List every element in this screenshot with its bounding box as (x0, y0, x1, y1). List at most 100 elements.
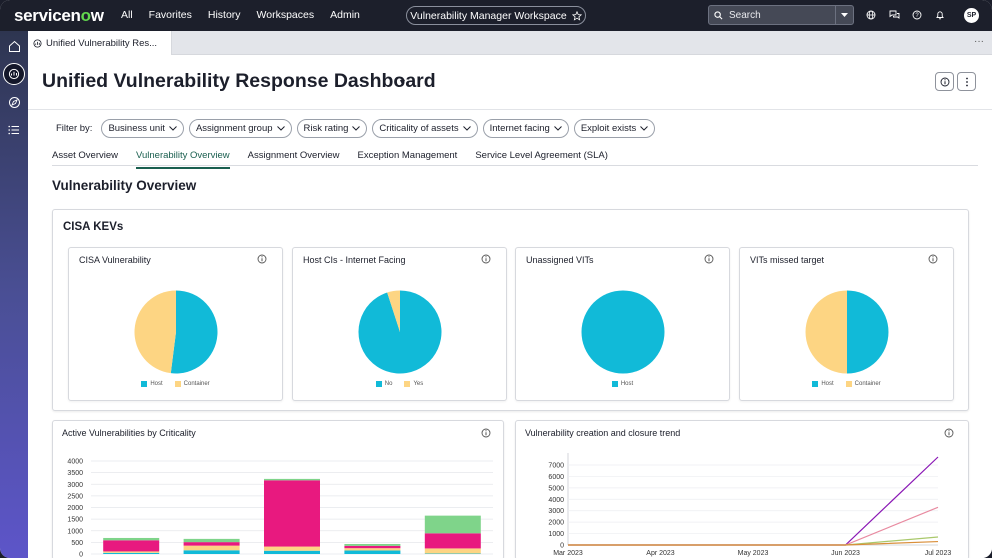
chevron-down-icon (169, 126, 177, 131)
bar-segment[interactable] (424, 533, 481, 549)
series-line[interactable] (568, 506, 939, 546)
pie-slice-host[interactable] (847, 290, 889, 374)
tab-asset-overview[interactable]: Asset Overview (52, 150, 118, 161)
chevron-down-icon (352, 126, 361, 131)
global-search[interactable]: Search (708, 5, 854, 25)
workspace-name: Vulnerability Manager Workspace (410, 9, 567, 22)
chart-legend: Host Container (740, 381, 953, 387)
header-divider (28, 109, 992, 110)
dashboard-icon[interactable] (3, 63, 25, 85)
pie-slice-host[interactable] (170, 290, 218, 374)
legend-item[interactable]: Container (845, 381, 881, 387)
chevron-down-icon[interactable]: ▼ (398, 77, 407, 87)
bar-segment[interactable] (103, 540, 160, 552)
filter-internet-facing[interactable]: Internet facing (482, 119, 569, 138)
avatar[interactable]: SP (964, 8, 979, 23)
info-button[interactable] (935, 72, 954, 91)
series-line[interactable] (568, 456, 939, 546)
y-tick-label: 3000 (67, 482, 83, 489)
y-tick-label: 1000 (67, 528, 83, 535)
home-icon[interactable] (4, 36, 24, 56)
info-icon[interactable] (481, 428, 491, 438)
filter-bar: Filter by: Business unit Assignment grou… (56, 119, 656, 138)
bar-segment[interactable] (183, 542, 240, 546)
bar-segment[interactable] (344, 545, 401, 549)
bar-segment[interactable] (264, 478, 320, 481)
chevron-down-icon[interactable] (835, 6, 853, 24)
bar-segment[interactable] (183, 545, 240, 551)
compass-icon[interactable] (4, 92, 24, 112)
info-icon[interactable] (704, 254, 714, 264)
filter-criticality[interactable]: Criticality of assets (372, 119, 478, 138)
bar-segment[interactable] (103, 552, 160, 554)
star-icon[interactable] (571, 10, 582, 21)
pie-slice-container[interactable] (134, 290, 176, 374)
trend-panel: Vulnerability creation and closure trend… (515, 420, 969, 558)
tab-assignment-overview[interactable]: Assignment Overview (247, 150, 340, 161)
tab-sla[interactable]: Service Level Agreement (SLA) (475, 150, 608, 161)
search-input[interactable]: Search (729, 9, 761, 21)
pie-slice-container[interactable] (805, 290, 847, 374)
y-tick-label: 1500 (67, 517, 83, 524)
nav-history[interactable]: History (207, 9, 241, 21)
workspace-switcher[interactable]: Vulnerability Manager Workspace (406, 6, 586, 25)
bar-segment[interactable] (264, 480, 320, 547)
globe-icon[interactable] (864, 8, 878, 22)
info-icon[interactable] (481, 254, 491, 264)
legend-item[interactable]: No (375, 381, 392, 387)
bar-segment[interactable] (183, 538, 240, 543)
tab-exception-management[interactable]: Exception Management (357, 150, 458, 161)
tab-unified-dashboard[interactable]: Unified Vulnerability Res... (28, 31, 172, 55)
tab-vulnerability-overview[interactable]: Vulnerability Overview (136, 145, 230, 169)
section-title: Vulnerability Overview (52, 178, 197, 193)
filter-assignment-group[interactable]: Assignment group (188, 119, 292, 138)
legend-item[interactable]: Host (141, 381, 163, 387)
bar-segment[interactable] (103, 537, 160, 541)
bar-segment[interactable] (344, 544, 401, 546)
y-tick-label: 2000 (548, 520, 564, 527)
bell-icon[interactable] (933, 8, 947, 22)
legend-item[interactable]: Host (812, 381, 834, 387)
filter-risk-rating[interactable]: Risk rating (296, 119, 368, 138)
legend-item[interactable]: Container (174, 381, 210, 387)
chat-icon[interactable] (887, 8, 901, 22)
legend-swatch (812, 381, 819, 387)
bar-segment[interactable] (103, 551, 160, 553)
nav-workspaces[interactable]: Workspaces (256, 9, 315, 21)
legend-item[interactable]: Yes (404, 381, 423, 387)
info-icon[interactable] (944, 428, 954, 438)
card-title: Host CIs - Internet Facing (303, 255, 406, 265)
main-content: Unified Vulnerability Response Dashboard… (28, 55, 992, 558)
pie-slice-host[interactable] (581, 290, 665, 374)
legend-swatch (141, 381, 148, 387)
legend-item[interactable]: Host (611, 381, 633, 387)
info-icon[interactable] (928, 254, 938, 264)
series-line[interactable] (568, 540, 939, 546)
pie-slice-yes[interactable] (387, 290, 400, 333)
help-icon[interactable]: ? (910, 8, 924, 22)
card-cisa-vulnerability: CISA Vulnerability Host Container (68, 247, 283, 401)
filter-exploit-exists[interactable]: Exploit exists (573, 119, 656, 138)
servicenow-logo[interactable]: servicenow (14, 6, 104, 25)
more-icon[interactable]: ··· (974, 36, 984, 47)
bar-segment[interactable] (424, 548, 481, 554)
dashboard-tabs: Asset Overview Vulnerability Overview As… (52, 145, 626, 169)
bar-segment[interactable] (264, 546, 320, 551)
nav-all[interactable]: All (121, 9, 133, 21)
chart-legend: No Yes (293, 381, 506, 387)
filter-business-unit[interactable]: Business unit (101, 119, 184, 138)
bar-segment[interactable] (183, 550, 240, 554)
nav-favorites[interactable]: Favorites (148, 9, 192, 21)
bar-segment[interactable] (344, 548, 401, 551)
list-icon[interactable] (4, 120, 24, 140)
card-title: Unassigned VITs (526, 255, 594, 265)
bar-segment[interactable] (264, 550, 320, 554)
bar-segment[interactable] (424, 515, 481, 534)
left-rail (0, 31, 28, 558)
search-icon (709, 10, 727, 20)
bar-segment[interactable] (344, 550, 401, 554)
more-options-button[interactable] (957, 72, 976, 91)
info-icon[interactable] (257, 254, 267, 264)
y-tick-label: 2500 (67, 493, 83, 500)
nav-admin[interactable]: Admin (330, 9, 360, 21)
